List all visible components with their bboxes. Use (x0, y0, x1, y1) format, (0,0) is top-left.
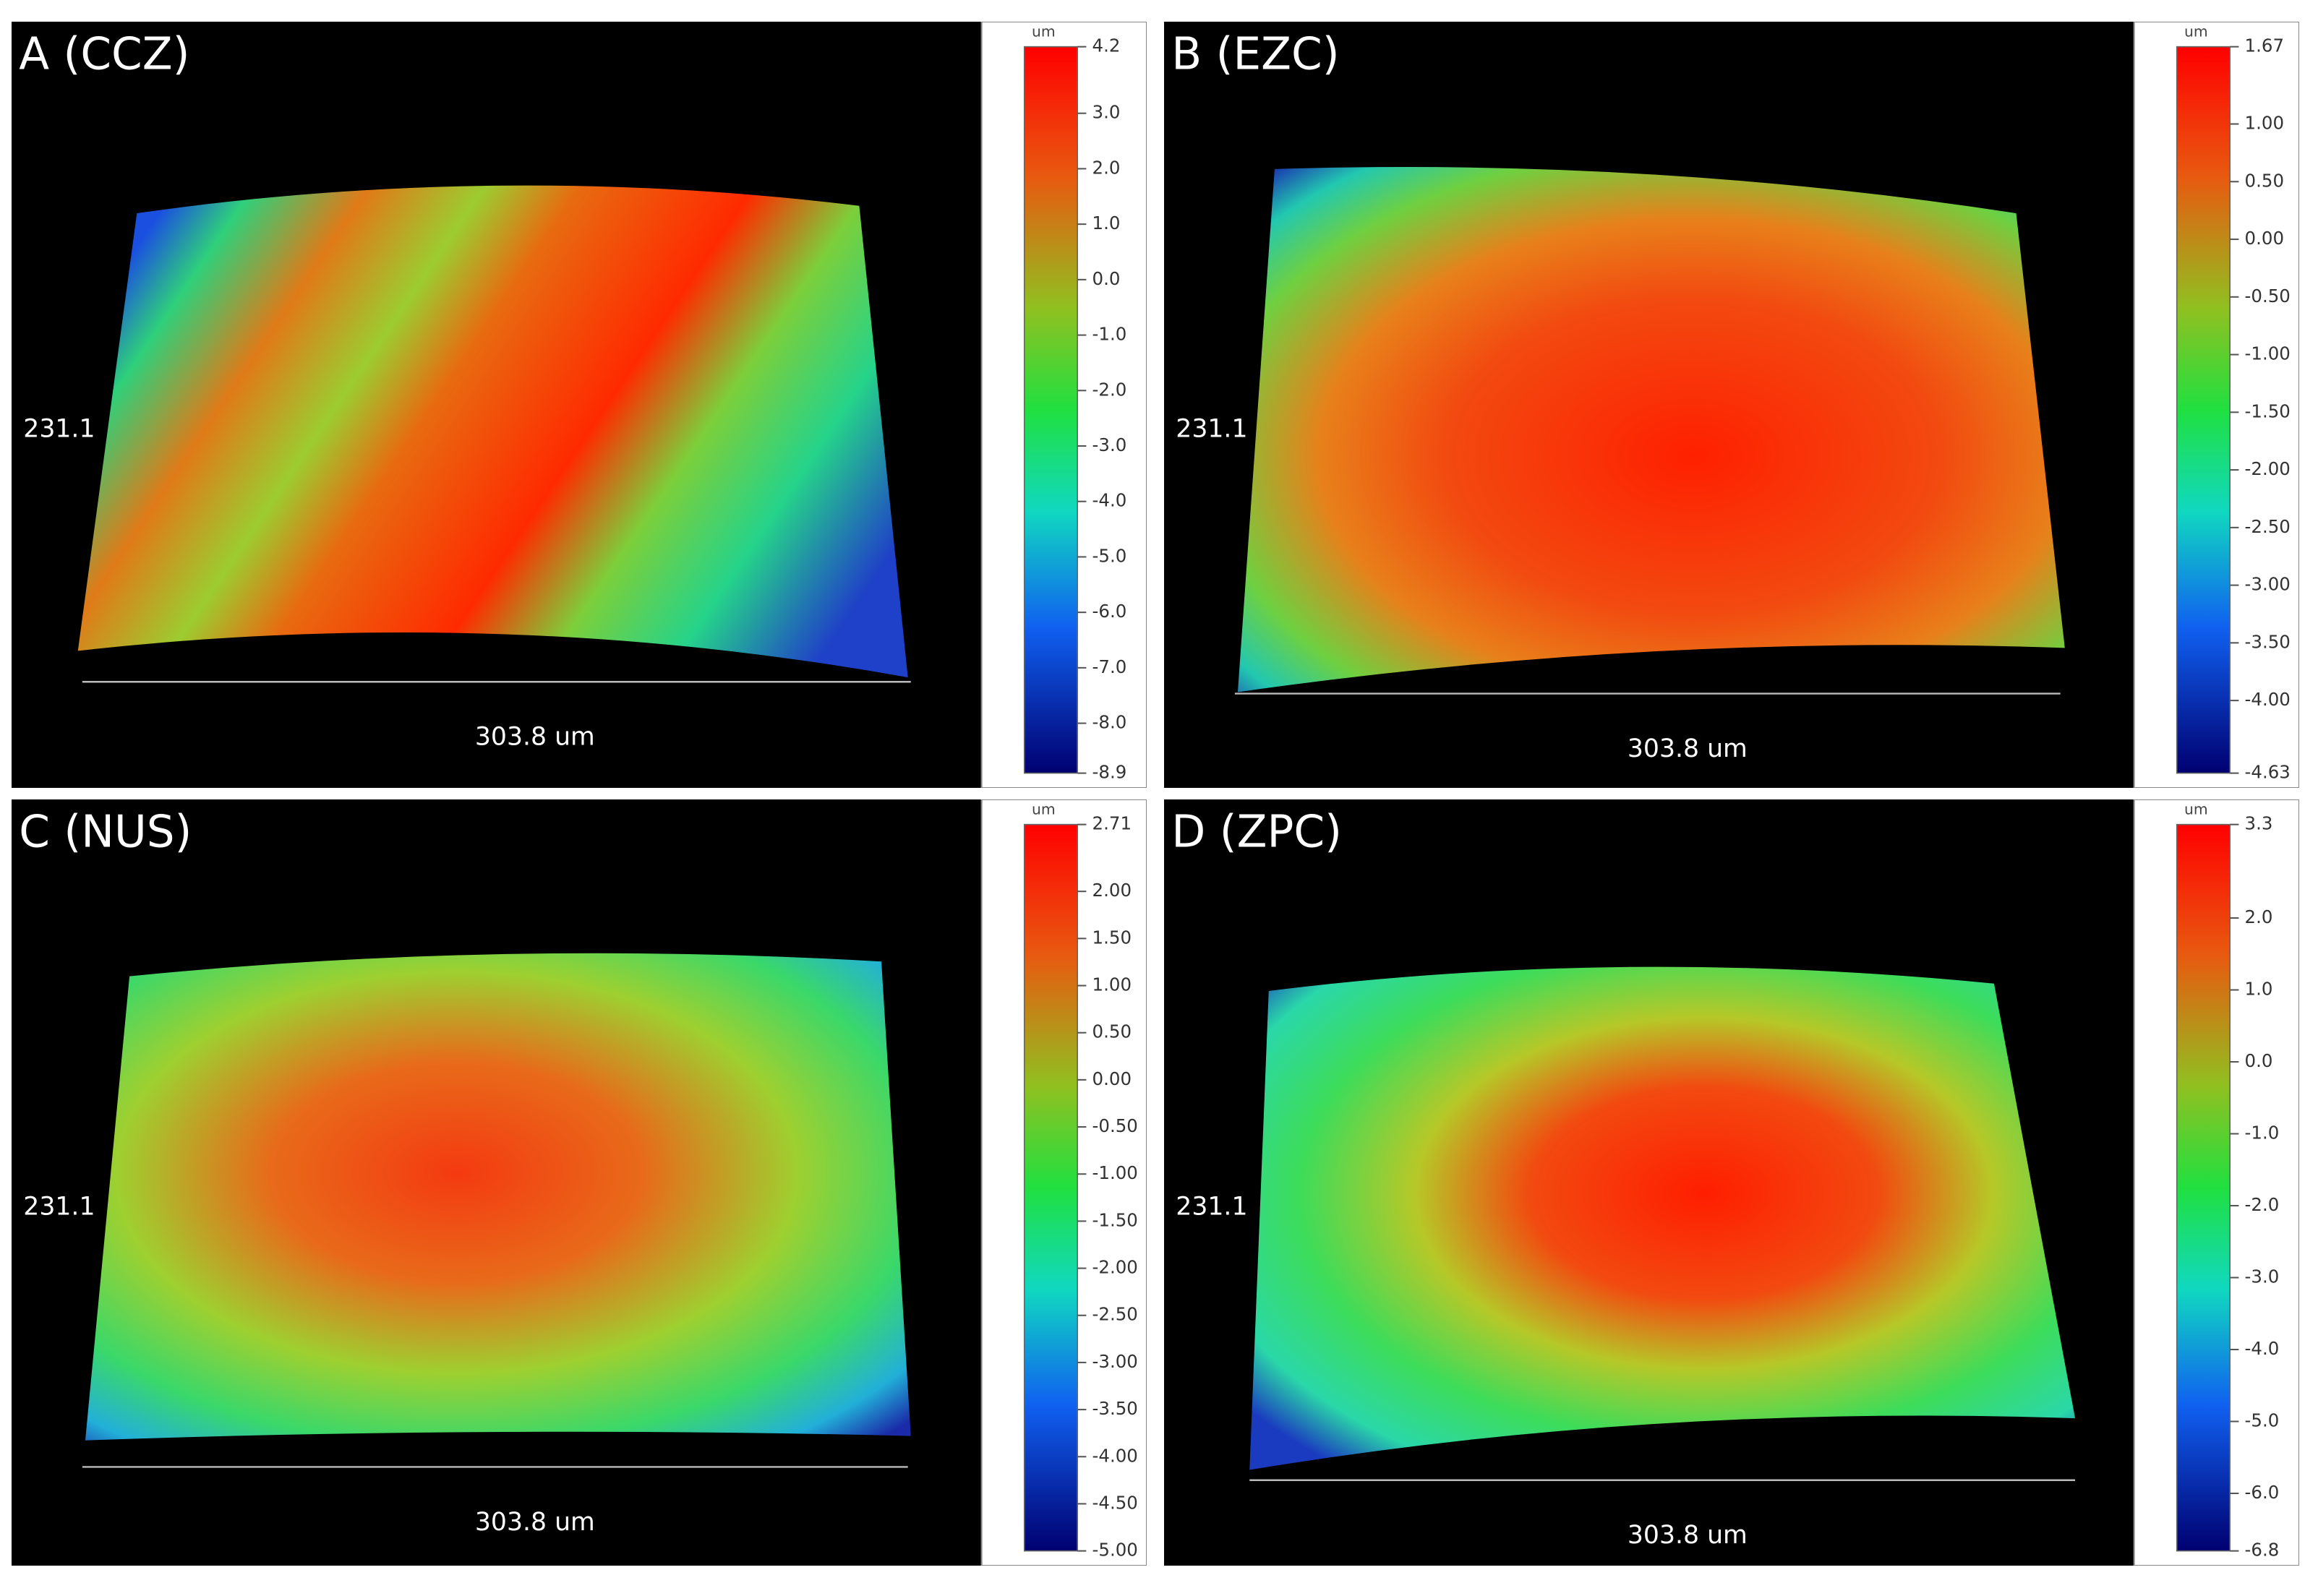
colorbar-tick-label: -2.50 (1092, 1304, 1138, 1325)
y-axis-label: 231.1 (23, 415, 95, 444)
colorbar-tick-label: -8.9 (1092, 762, 1127, 783)
colorbar-tick-label: 2.00 (1092, 880, 1132, 901)
colorbar-tick-label: -1.50 (1092, 1209, 1138, 1230)
panel-label: A (CCZ) (19, 29, 189, 80)
colorbar-tick-label: 0.0 (1092, 268, 1121, 289)
colorbar-tick-label: -4.0 (2245, 1338, 2280, 1359)
colorbar-tick-label: -2.00 (2245, 458, 2291, 479)
panel: B (EZC) 231.1 303.8 um um 1.67 1.00 0.50 0.00 -0… (1164, 22, 2299, 788)
colorbar-tick-label: -0.50 (2245, 286, 2291, 306)
colorbar-tick-label: -3.00 (1092, 1351, 1138, 1372)
colorbar-tick-label: -6.0 (2245, 1482, 2280, 1503)
x-axis-label: 303.8 um (1628, 734, 1748, 763)
colorbar-tick-label: -3.0 (1092, 434, 1127, 455)
y-axis-label: 231.1 (1176, 1193, 1247, 1222)
colorbar-tick-label: 0.00 (1092, 1068, 1132, 1089)
surface (85, 953, 911, 1441)
colorbar-tick-label: -4.50 (1092, 1492, 1138, 1513)
colorbar-tick-label: 4.2 (1092, 35, 1121, 56)
colorbar-tick-label: -4.63 (2245, 762, 2291, 783)
colorbar-tick-label: 2.0 (1092, 157, 1121, 178)
x-axis-label: 303.8 um (475, 1508, 595, 1537)
surface (1249, 966, 2076, 1470)
colorbar-tick-label: 2.0 (2245, 906, 2273, 927)
colorbar-tick-label: -1.00 (1092, 1162, 1138, 1183)
colorbar-tick-label: -0.50 (1092, 1115, 1138, 1136)
colorbar-unit: um (1032, 22, 1056, 40)
colorbar-tick-label: -4.0 (1092, 490, 1127, 511)
colorbar-tick-label: -2.00 (1092, 1257, 1138, 1278)
colorbar-tick-label: 3.3 (2245, 813, 2273, 834)
colorbar-tick-label: -3.50 (2245, 631, 2291, 652)
colorbar-tick-label: -3.00 (2245, 574, 2291, 595)
colorbar-tick-label: -1.50 (2245, 400, 2291, 421)
colorbar-unit: um (1032, 800, 1056, 818)
colorbar (2176, 823, 2231, 1552)
colorbar-tick-label: 1.67 (2245, 35, 2284, 56)
panel-label: C (NUS) (19, 807, 192, 858)
colorbar-tick-label: 1.0 (1092, 213, 1121, 233)
x-axis-label: 303.8 um (1628, 1521, 1748, 1550)
colorbar-tick-label: -4.00 (1092, 1445, 1138, 1466)
panel: A (CCZ) 231.1 303.8 um um 4.2 3.0 2.0 1.0 0.0 -1.… (12, 22, 1147, 788)
colorbar-tick-label: 1.00 (2245, 113, 2284, 134)
panel: C (NUS) 231.1 303.8 um um 2.71 2.00 1.50 1.00 0.… (12, 799, 1147, 1566)
colorbar-tick-label: 0.00 (2245, 228, 2284, 249)
surface (1237, 167, 2065, 692)
panel: D (ZPC) 231.1 303.8 um um 3.3 2.0 1.0 0.0 -1.0 -2… (1164, 799, 2299, 1566)
colorbar-tick-label: 1.00 (1092, 974, 1132, 995)
colorbar-tick-label: -4.00 (2245, 689, 2291, 710)
colorbar-tick-label: -2.50 (2245, 516, 2291, 537)
colorbar-tick-label: -5.0 (1092, 545, 1127, 566)
colorbar-tick-label: 0.0 (2245, 1050, 2273, 1071)
colorbar-tick-label: 1.50 (1092, 927, 1132, 948)
colorbar-tick-label: 2.71 (1092, 813, 1132, 834)
surface (77, 185, 908, 678)
colorbar-tick-label: -3.0 (2245, 1266, 2280, 1287)
x-axis-label: 303.8 um (475, 723, 595, 752)
colorbar-tick-label: -6.0 (1092, 601, 1127, 622)
colorbar-tick-label: -5.0 (2245, 1410, 2280, 1431)
colorbar-tick-label: 1.0 (2245, 979, 2273, 1000)
colorbar-tick-label: -1.0 (2245, 1123, 2280, 1144)
colorbar-tick-label: -1.0 (1092, 324, 1127, 345)
y-axis-label: 231.1 (1176, 415, 1247, 444)
colorbar-tick-label: -2.0 (1092, 379, 1127, 400)
colorbar-tick-label: -1.00 (2245, 343, 2291, 364)
colorbar-tick-label: -8.0 (1092, 712, 1127, 733)
colorbar (1023, 823, 1078, 1552)
y-axis-label: 231.1 (23, 1193, 95, 1222)
colorbar (2176, 46, 2231, 774)
colorbar-tick-label: 3.0 (1092, 102, 1121, 123)
panel-label: D (ZPC) (1171, 807, 1342, 858)
colorbar (1023, 46, 1078, 774)
colorbar-tick-label: 0.50 (1092, 1021, 1132, 1042)
colorbar-tick-label: -3.50 (1092, 1398, 1138, 1419)
colorbar-tick-label: -7.0 (1092, 656, 1127, 677)
colorbar-tick-label: -6.8 (2245, 1540, 2280, 1561)
colorbar-tick-label: -2.0 (2245, 1194, 2280, 1215)
colorbar-unit: um (2184, 800, 2208, 818)
colorbar-unit: um (2184, 22, 2208, 40)
colorbar-tick-label: 0.50 (2245, 170, 2284, 191)
panel-label: B (EZC) (1171, 29, 1339, 80)
colorbar-tick-label: -5.00 (1092, 1540, 1138, 1561)
